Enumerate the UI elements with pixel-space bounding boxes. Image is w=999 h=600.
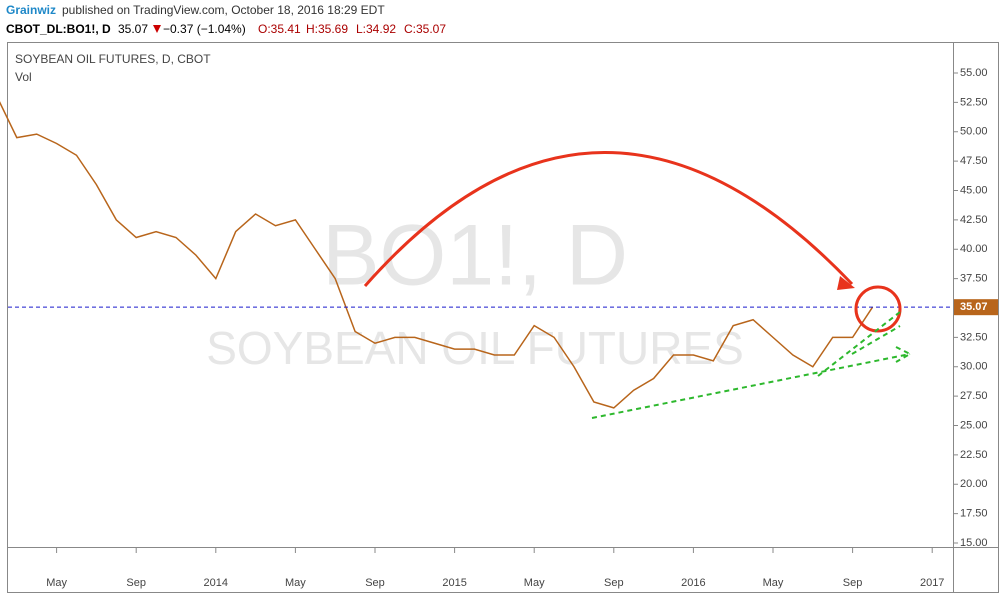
last-price-box [954,299,998,316]
last-price-label: 35.07 [960,301,988,313]
watermark: BO1!, D [322,208,628,304]
y-tick-label: 40.00 [960,243,988,255]
y-tick-label: 52.50 [960,96,988,108]
price-line [0,101,874,409]
y-tick-label: 42.50 [960,214,988,226]
arc-annotation [363,151,854,287]
subtitle: Vol [15,70,32,84]
y-tick-label: 17.50 [960,508,988,520]
x-tick-label: Sep [604,577,624,589]
y-tick-label: 22.50 [960,449,988,461]
x-tick-label: Sep [365,577,385,589]
x-tick-label: May [46,577,67,589]
y-tick-label: 37.50 [960,273,988,285]
y-tick-label: 47.50 [960,155,988,167]
trendlines [591,311,913,419]
x-tick-label: 2015 [442,577,466,589]
x-tick-label: 2016 [681,577,705,589]
y-tick-label: 45.00 [960,184,988,196]
watermark: SOYBEAN OIL FUTURES [206,322,744,374]
open: O:35.41 [258,22,301,36]
y-tick-label: 55.00 [960,67,988,79]
published: published on TradingView.com, October 18… [62,3,385,17]
symbol: CBOT_DL:BO1!, D [6,22,111,36]
y-tick-label: 25.00 [960,419,988,431]
y-tick-label: 20.00 [960,478,988,490]
x-tick-label: May [524,577,545,589]
close: C:35.07 [404,22,446,36]
low: L:34.92 [356,22,396,36]
author[interactable]: Grainwiz [6,3,56,17]
y-tick-label: 30.00 [960,361,988,373]
frame [7,42,999,593]
x-tick-label: May [763,577,784,589]
price: 35.07 [118,22,148,36]
x-tick-label: Sep [843,577,863,589]
x-tick-label: 2014 [204,577,228,589]
x-tick-label: Sep [126,577,146,589]
high: H:35.69 [306,22,348,36]
y-tick-label: 32.50 [960,331,988,343]
circle-annotation [854,285,902,333]
y-tick-label: 15.00 [960,537,988,549]
x-tick-label: May [285,577,306,589]
y-tick-label: 50.00 [960,126,988,138]
down-arrow [153,25,161,33]
x-tick-label: 2017 [920,577,944,589]
y-tick-label: 27.50 [960,390,988,402]
arc-arrowhead [837,276,855,290]
chart-title: SOYBEAN OIL FUTURES, D, CBOT [15,52,211,66]
change: −0.37 (−1.04%) [163,22,246,36]
